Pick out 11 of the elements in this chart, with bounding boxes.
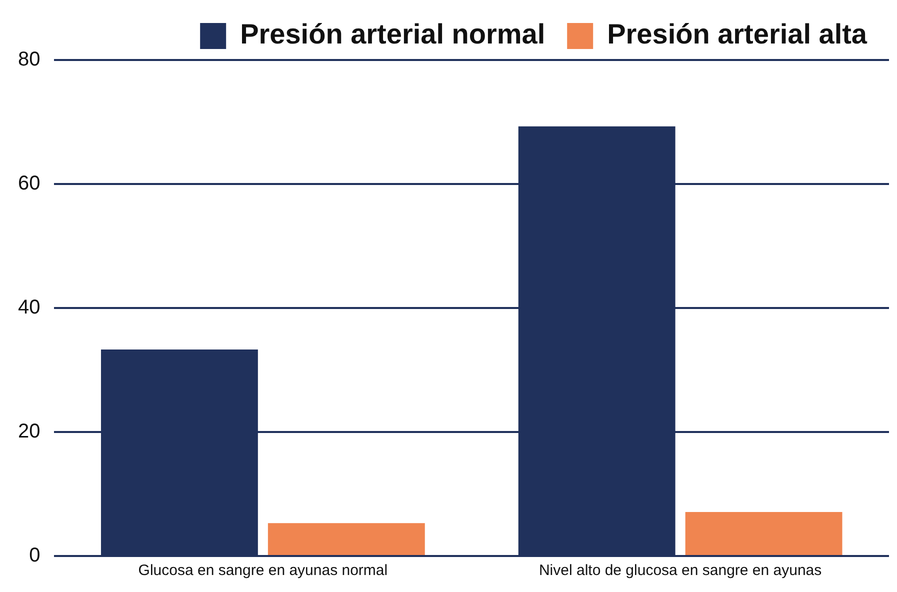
x-tick-label: Nivel alto de glucosa en sangre en ayunas bbox=[538, 562, 822, 580]
legend-label: Presión arterial normal bbox=[240, 18, 546, 50]
y-tick-label: 0 bbox=[29, 544, 40, 567]
y-tick-label: 60 bbox=[18, 172, 40, 195]
x-tick-label: Glucosa en sangre en ayunas normal bbox=[138, 562, 388, 580]
y-tick-label: 80 bbox=[18, 48, 40, 71]
y-tick-label: 40 bbox=[18, 296, 40, 319]
legend-label: Presión arterial alta bbox=[607, 18, 868, 50]
y-tick-label: 20 bbox=[18, 420, 40, 443]
bar bbox=[685, 512, 842, 555]
bar bbox=[268, 523, 425, 555]
